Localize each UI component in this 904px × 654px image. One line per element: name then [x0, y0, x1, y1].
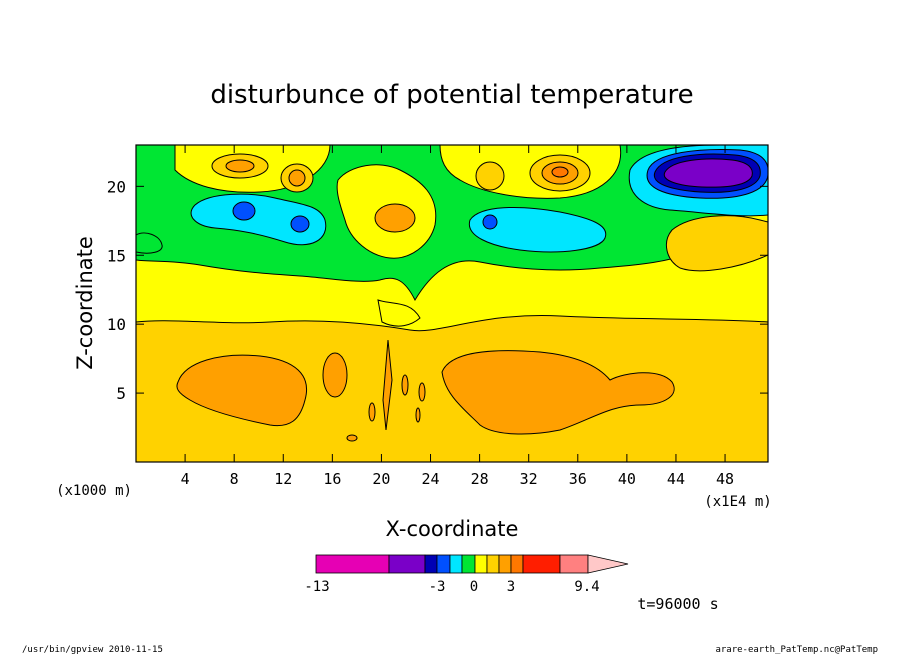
colorbar-tick-3: 3 [507, 579, 515, 595]
x-tick-label: 36 [569, 470, 587, 488]
y-tick-label: 10 [107, 315, 126, 334]
plume-streak-1 [382, 339, 393, 431]
x-tick-label: 4 [181, 470, 190, 488]
x-tick-label: 24 [421, 470, 439, 488]
cold-center [468, 206, 607, 253]
blob-upper-2-core [288, 169, 306, 187]
blob-upper-1-core [225, 159, 255, 173]
y-axis-ticks: 5 10 15 20 [107, 177, 768, 403]
blob-upper-4-core [551, 166, 569, 178]
footer-left: /usr/bin/gpview 2010-11-15 [22, 645, 163, 654]
x-axis-ticks: 4 8 12 16 20 24 28 32 36 40 44 48 [181, 145, 734, 488]
colorbar-tick--13: -13 [304, 579, 329, 595]
cold-left-core [232, 201, 256, 221]
colorbar-segment [498, 554, 512, 574]
cold-left-core-2 [290, 215, 310, 233]
colorbar-tick-0: 0 [470, 579, 478, 595]
y-axis-label: Z-coordinate [73, 236, 97, 370]
y-tick-label: 15 [107, 246, 126, 265]
colorbar-segment [424, 554, 438, 574]
time-label: t=96000 s [637, 595, 718, 613]
x-tick-label: 44 [667, 470, 685, 488]
chart-title: disturbunce of potential temperature [210, 80, 693, 110]
blob-upper-3 [475, 161, 505, 191]
x-tick-label: 8 [230, 470, 239, 488]
colorbar-tick--3: -3 [429, 579, 446, 595]
footer-right: arare-earth_PatTemp.nc@PatTemp [715, 645, 878, 654]
colorbar-segment [461, 554, 476, 574]
cold-tr-core [663, 158, 753, 188]
plot-frame [135, 144, 769, 463]
x-tick-label: 48 [716, 470, 734, 488]
x-tick-label: 32 [520, 470, 538, 488]
colorbar [315, 554, 629, 574]
plume-base [377, 299, 421, 327]
plume-streak-5 [368, 402, 376, 422]
colorbar-segment [436, 554, 451, 574]
x-tick-label: 40 [618, 470, 636, 488]
plume-streak-3 [418, 382, 426, 402]
x-tick-label: 20 [372, 470, 390, 488]
blob-lower-small [322, 352, 348, 398]
cold-left [190, 193, 327, 246]
y-tick-label: 5 [116, 384, 126, 403]
plume-streak-4 [415, 407, 421, 423]
field-warm-right [665, 215, 768, 272]
contour-field [136, 145, 768, 462]
colorbar-segment [522, 554, 561, 574]
colorbar-extension-arrow [587, 554, 629, 574]
colorbar-segment [449, 554, 463, 574]
y-tick-label: 20 [107, 177, 126, 196]
colorbar-segment [559, 554, 589, 574]
colorbar-segment [315, 554, 390, 574]
cold-center-core [482, 214, 498, 230]
plume-streak-2 [401, 374, 409, 396]
colorbar-segment [388, 554, 426, 574]
green-left-edge [136, 232, 163, 254]
x-unit-right: (x1E4 m) [704, 494, 771, 510]
blob-lower-center [441, 350, 675, 435]
x-tick-label: 28 [471, 470, 489, 488]
x-tick-label: 12 [274, 470, 292, 488]
x-axis-label: X-coordinate [386, 517, 519, 541]
colorbar-tick-9.4: 9.4 [574, 579, 599, 595]
x-tick-label: 16 [323, 470, 341, 488]
colorbar-segment [474, 554, 488, 574]
colorbar-segment [486, 554, 500, 574]
plume-streak-6 [346, 434, 358, 442]
blob-plume-core [374, 203, 416, 233]
x-unit-left: (x1000 m) [56, 483, 132, 499]
colorbar-segment [510, 554, 524, 574]
blob-lower-left [176, 354, 307, 427]
